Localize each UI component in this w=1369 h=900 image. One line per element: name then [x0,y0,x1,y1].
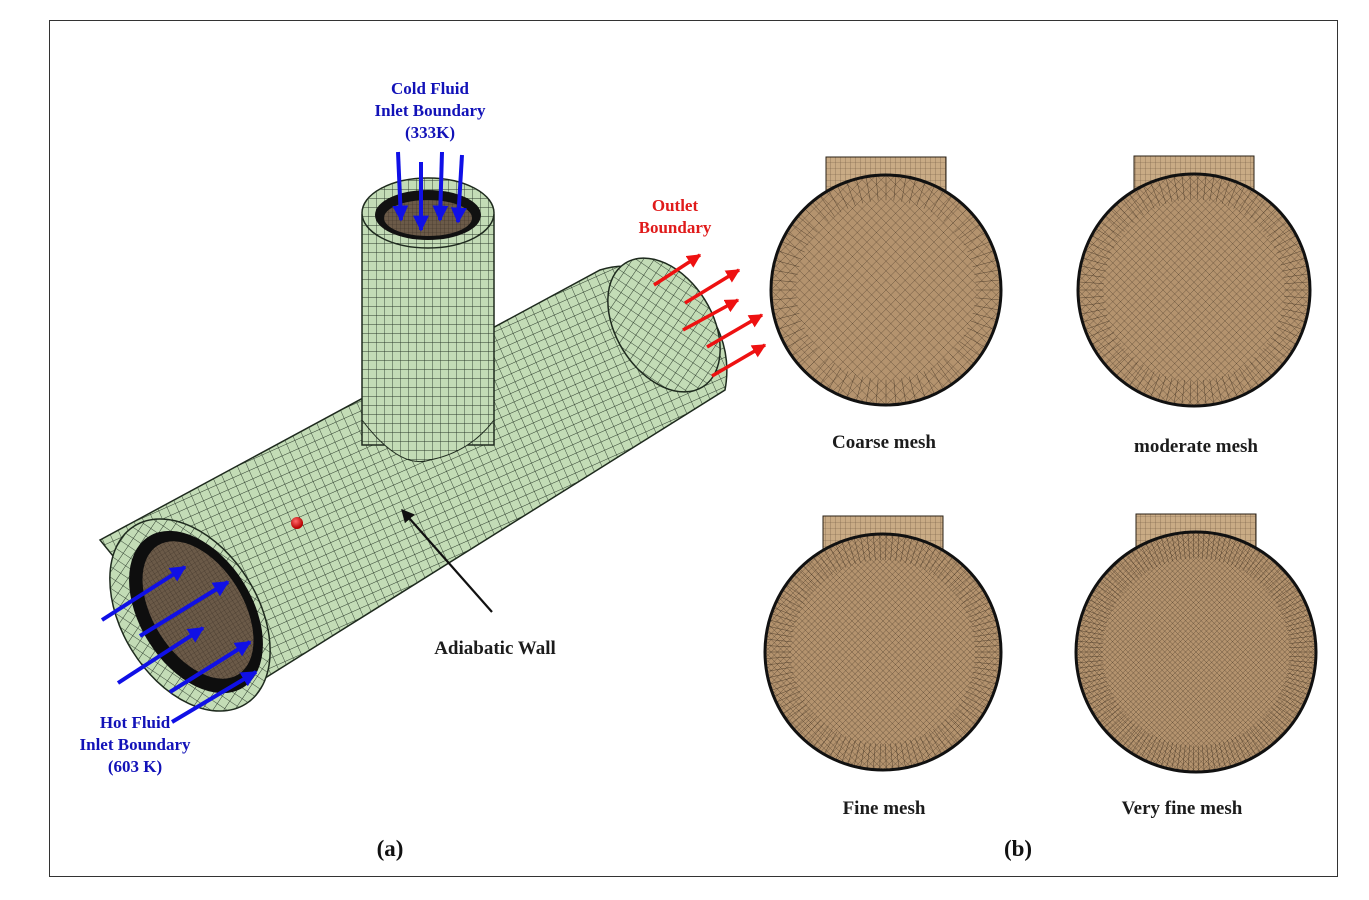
mesh-label-very-fine: Very fine mesh [1121,798,1243,819]
panel-a-caption: (a) [376,836,404,861]
cross-section-coarse [769,156,1003,407]
hot-inlet-line-3: (603 K) [107,757,163,776]
cold-inlet-line-2: Inlet Boundary [374,101,486,120]
section-outline [763,532,1003,772]
adiabatic-wall-arrow [401,509,493,613]
hot-inlet-arrows [100,565,258,724]
panel-b-caption: (b) [1003,836,1033,861]
cold-inlet-line-3: (333K) [404,123,456,142]
section-mesh-lines [765,534,1001,770]
section-mesh-lines [1078,174,1310,406]
section-mesh-lines [1076,532,1316,772]
figure-frame [49,20,1338,877]
cross-section-moderate [1076,155,1312,408]
hot-inlet-line-2: Inlet Boundary [79,735,191,754]
cold-inlet-arrows [392,151,467,232]
mesh-label-coarse: Coarse mesh [832,432,936,453]
outlet-label: Outlet Boundary [610,195,740,239]
section-outline [769,173,1003,407]
outlet-end [607,257,721,393]
outlet-line-2: Boundary [638,218,712,237]
outlet-line-1: Outlet [651,196,699,215]
adiabatic-wall-label: Adiabatic Wall [434,638,556,659]
hot-inlet-label: Hot Fluid Inlet Boundary (603 K) [60,712,210,778]
monitor-point [291,517,303,529]
cross-section-very-fine [1074,513,1318,774]
branch-junction [361,419,495,463]
branch-pipe [361,214,495,446]
section-outline [1074,530,1318,774]
cold-inlet-label: Cold Fluid Inlet Boundary (333K) [330,78,530,144]
hot-inlet-line-1: Hot Fluid [99,713,171,732]
section-outline [1076,172,1312,408]
outlet-arrows [653,253,767,378]
section-mesh-lines [771,175,1001,405]
mesh-label-fine: Fine mesh [842,798,926,819]
mesh-label-moderate: moderate mesh [1134,436,1258,457]
cold-inlet-line-1: Cold Fluid [391,79,469,98]
cross-section-fine [763,515,1003,772]
mesh-cross-sections [763,155,1318,774]
